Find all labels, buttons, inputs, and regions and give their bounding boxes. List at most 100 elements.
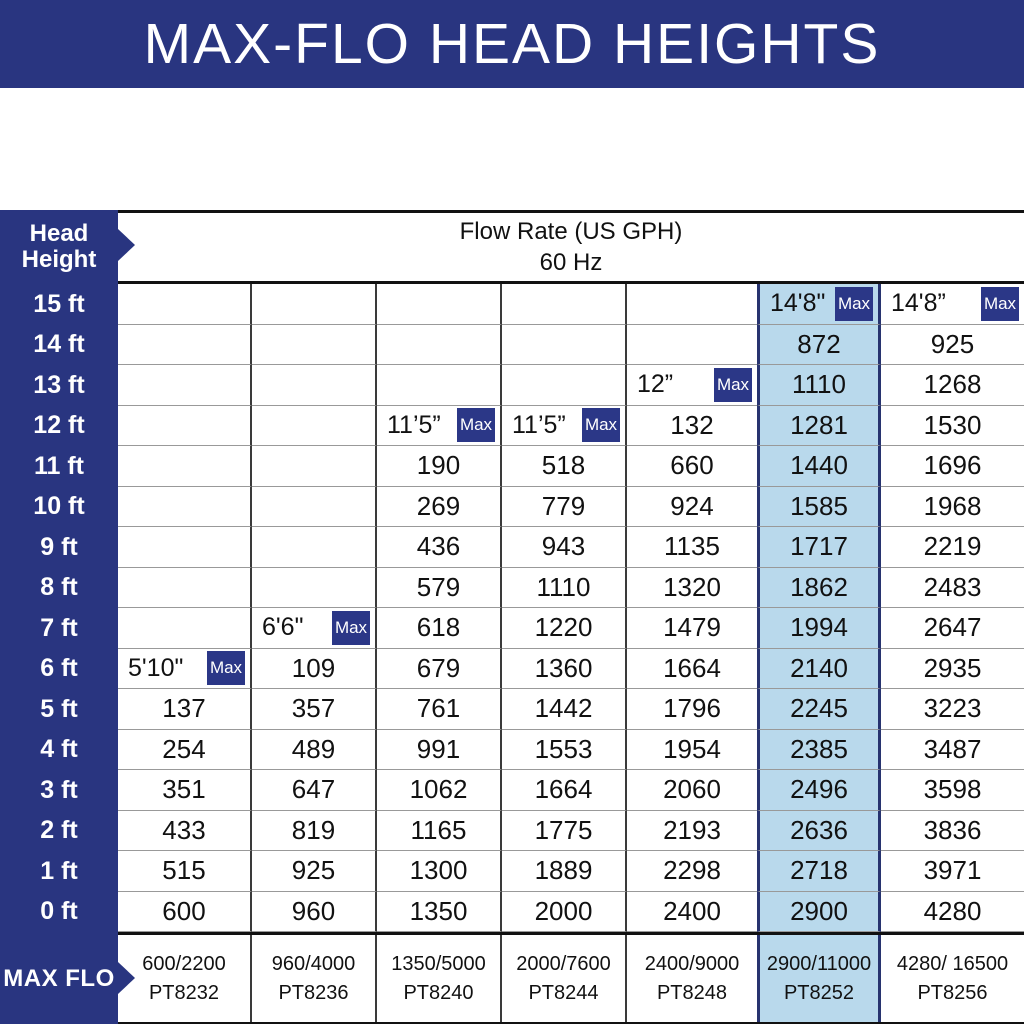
flow-cell: 991 bbox=[377, 729, 502, 770]
flow-cell: 1360 bbox=[502, 648, 627, 689]
flow-cell: 14'8" Max bbox=[757, 284, 881, 325]
flow-cell: 2245 bbox=[757, 689, 881, 730]
flow-cell: 2900 bbox=[757, 891, 881, 932]
corner-arrow-icon bbox=[118, 229, 135, 261]
model-number: PT8244 bbox=[528, 981, 599, 1004]
max-head-text: 11’5” bbox=[387, 410, 441, 439]
flow-cell: 660 bbox=[627, 446, 757, 487]
flow-cell: 779 bbox=[502, 486, 627, 527]
flow-cell: 3971 bbox=[881, 851, 1024, 892]
flow-cell: 2060 bbox=[627, 770, 757, 811]
flow-cell bbox=[502, 365, 627, 406]
max-head-text: 14'8” bbox=[891, 289, 946, 318]
maxflo-row: 600/2200 PT8232 960/4000 PT8236 1350/5000 PT8… bbox=[118, 932, 1024, 1024]
flow-cell: 2385 bbox=[757, 729, 881, 770]
model-number: PT8232 bbox=[148, 981, 220, 1004]
flow-cell: 3223 bbox=[881, 689, 1024, 730]
flow-cell: 6'6" Max bbox=[252, 608, 377, 649]
maxflo-value: 2000/7600 bbox=[516, 952, 611, 975]
maxflo-cell: 1350/5000 PT8240 bbox=[377, 935, 502, 1022]
flow-cell bbox=[118, 527, 252, 568]
flow-cell: 1553 bbox=[502, 729, 627, 770]
flow-cell: 872 bbox=[757, 324, 881, 365]
maxflo-cell: 2900/11000 PT8252 bbox=[757, 935, 881, 1022]
flow-cell bbox=[252, 446, 377, 487]
max-badge: Max bbox=[207, 651, 245, 686]
flow-cell bbox=[118, 446, 252, 487]
flow-cell: 5'10" Max bbox=[118, 648, 252, 689]
max-badge: Max bbox=[582, 408, 620, 443]
flow-cell: 943 bbox=[502, 527, 627, 568]
row-label: 9 ft bbox=[40, 532, 78, 561]
flow-cell: 1440 bbox=[757, 446, 881, 487]
flow-cell: 924 bbox=[627, 487, 757, 527]
flow-cell: 489 bbox=[252, 729, 377, 770]
flow-cell: 137 bbox=[118, 689, 252, 730]
page-title: MAX-FLO HEAD HEIGHTS bbox=[143, 12, 881, 76]
maxflo-value: 2900/11000 bbox=[766, 952, 872, 975]
model-number: PT8256 bbox=[917, 981, 988, 1004]
model-number: PT8236 bbox=[278, 981, 349, 1004]
row-label: 5 ft bbox=[40, 694, 78, 723]
flow-cell bbox=[252, 405, 377, 446]
maxflo-label: MAX FLO bbox=[3, 965, 115, 992]
model-number: PT8252 bbox=[783, 981, 855, 1004]
flow-cell bbox=[377, 365, 502, 406]
flow-cell: 1664 bbox=[502, 770, 627, 811]
flow-cell: 12” Max bbox=[627, 365, 757, 406]
flow-cell bbox=[118, 284, 252, 325]
row-label: 2 ft bbox=[40, 816, 78, 845]
flow-cell: 2193 bbox=[627, 811, 757, 851]
flow-cell: 351 bbox=[118, 770, 252, 811]
max-head-text: 12” bbox=[637, 370, 674, 399]
flow-rate-header: Flow Rate (US GPH) 60 Hz bbox=[118, 210, 1024, 284]
flow-cell: 2000 bbox=[502, 891, 627, 932]
flow-cell: 1320 bbox=[627, 568, 757, 608]
row-label: 7 ft bbox=[40, 613, 78, 642]
max-head-text: 11’5” bbox=[512, 410, 566, 439]
flow-cell: 1696 bbox=[881, 446, 1024, 487]
flow-cell: 2636 bbox=[757, 810, 881, 851]
flow-rate-title: Flow Rate (US GPH) bbox=[459, 217, 683, 245]
flow-cell: 269 bbox=[377, 486, 502, 527]
flow-cell: 433 bbox=[118, 810, 252, 851]
flow-cell: 647 bbox=[252, 770, 377, 811]
flow-cell: 1350 bbox=[377, 891, 502, 932]
flow-cell: 2718 bbox=[757, 851, 881, 892]
row-label: 8 ft bbox=[40, 573, 78, 602]
flow-cell: 2935 bbox=[881, 649, 1024, 689]
flow-cell: 1954 bbox=[627, 730, 757, 770]
maxflo-cell: 4280/ 16500 PT8256 bbox=[881, 935, 1024, 1022]
flow-cell: 1479 bbox=[627, 608, 757, 649]
corner-header: Head Height bbox=[0, 210, 118, 284]
flow-cell: 11’5” Max bbox=[502, 405, 627, 446]
row-label: 6 ft bbox=[40, 654, 78, 683]
maxflo-cell: 2400/9000 PT8248 bbox=[627, 935, 757, 1022]
flow-cell bbox=[252, 365, 377, 406]
flow-cell: 2219 bbox=[881, 527, 1024, 568]
max-badge: Max bbox=[332, 610, 370, 645]
flow-cell: 1300 bbox=[377, 851, 502, 892]
row-label: 11 ft bbox=[33, 451, 85, 480]
flow-cell bbox=[377, 324, 502, 365]
flow-cell: 4280 bbox=[881, 892, 1024, 932]
row-label: 12 ft bbox=[33, 411, 85, 440]
maxflo-cell: 600/2200 PT8232 bbox=[118, 935, 252, 1022]
flow-cell bbox=[252, 284, 377, 325]
flow-cell: 1442 bbox=[502, 689, 627, 730]
max-badge: Max bbox=[457, 408, 495, 443]
flow-cell: 436 bbox=[377, 527, 502, 568]
row-label: 4 ft bbox=[40, 735, 78, 764]
flow-cell: 1968 bbox=[881, 487, 1024, 527]
maxflo-arrow-icon bbox=[118, 962, 135, 994]
row-label: 10 ft bbox=[33, 492, 85, 521]
flow-cell bbox=[118, 324, 252, 365]
maxflo-value: 960/4000 bbox=[271, 952, 356, 975]
flow-cell bbox=[502, 284, 627, 325]
flow-cell: 11’5” Max bbox=[377, 405, 502, 446]
flow-cell: 3487 bbox=[881, 730, 1024, 770]
flow-cell: 1062 bbox=[377, 770, 502, 811]
corner-header-line2: Height bbox=[21, 246, 97, 273]
flow-cell: 960 bbox=[252, 891, 377, 932]
corner-header-line1: Head bbox=[29, 220, 89, 248]
